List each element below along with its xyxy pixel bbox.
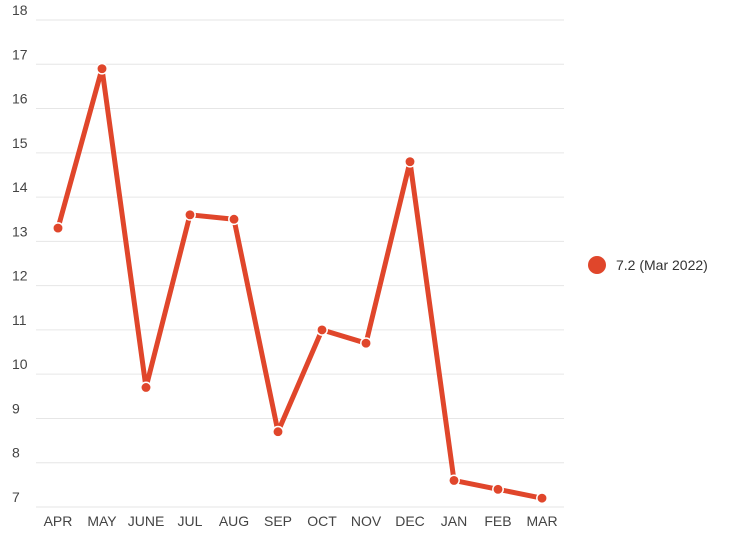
y-tick-label: 18: [12, 2, 28, 18]
data-point-nov[interactable]: [360, 337, 372, 350]
y-tick-label: 9: [12, 400, 20, 416]
x-tick-label: FEB: [484, 513, 511, 529]
x-tick-label: MAY: [87, 513, 117, 529]
data-point-mar[interactable]: [536, 492, 548, 505]
x-axis-ticks: APR MAY JUNE JUL AUG SEP OCT NOV DEC JAN FEB MAR: [44, 513, 558, 529]
y-tick-label: 10: [12, 356, 28, 372]
y-tick-label: 11: [12, 312, 27, 328]
data-point-june[interactable]: [140, 381, 152, 394]
x-tick-label: APR: [44, 513, 73, 529]
x-tick-label: AUG: [219, 513, 249, 529]
y-axis-ticks: 7 8 9 10 11 12 13 14 15 16 17 18: [12, 2, 28, 505]
data-point-jan[interactable]: [448, 474, 460, 487]
x-tick-label: JUL: [178, 513, 203, 529]
data-point-oct[interactable]: [316, 323, 328, 336]
series-line: [55, 66, 545, 501]
data-point-apr[interactable]: [52, 222, 64, 235]
x-tick-label: JUNE: [128, 513, 165, 529]
x-tick-label: SEP: [264, 513, 292, 529]
y-tick-label: 17: [12, 46, 28, 62]
x-tick-label: DEC: [395, 513, 425, 529]
data-point-jul[interactable]: [184, 208, 196, 221]
series-layer: [55, 66, 545, 501]
y-tick-label: 12: [12, 268, 28, 284]
x-tick-label: JAN: [441, 513, 467, 529]
points-layer: [52, 62, 548, 505]
x-tick-label: NOV: [351, 513, 382, 529]
legend: 7.2 (Mar 2022): [588, 256, 708, 274]
y-tick-label: 14: [12, 179, 28, 195]
y-tick-label: 15: [12, 135, 28, 151]
data-point-aug[interactable]: [228, 213, 240, 226]
data-point-may[interactable]: [96, 62, 108, 75]
x-tick-label: MAR: [526, 513, 557, 529]
data-point-sep[interactable]: [272, 425, 284, 438]
legend-label: 7.2 (Mar 2022): [616, 257, 708, 273]
legend-marker: [588, 256, 606, 274]
y-tick-label: 7: [12, 489, 20, 505]
gridlines: [36, 19, 564, 508]
y-tick-label: 13: [12, 223, 28, 239]
x-tick-label: OCT: [307, 513, 337, 529]
data-point-feb[interactable]: [492, 483, 504, 496]
y-tick-label: 8: [12, 445, 20, 461]
y-tick-label: 16: [12, 91, 28, 107]
data-point-dec[interactable]: [404, 155, 416, 168]
